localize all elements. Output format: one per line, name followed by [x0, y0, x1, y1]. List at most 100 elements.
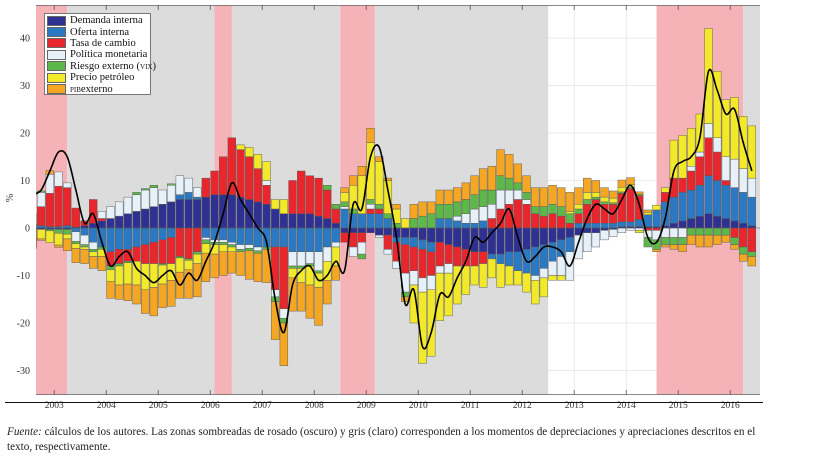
bar-segment-pib-externo [565, 192, 575, 212]
bar-segment-riesgo-externo-vix [695, 227, 705, 236]
bar-segment-oferta-interna [115, 227, 124, 250]
bar-segment-oferta-interna [401, 237, 410, 245]
bar-segment-pib-externo [314, 287, 323, 326]
bar-segment-demanda-interna [539, 227, 549, 245]
x-tick-label: 2005 [149, 401, 168, 411]
bar-segment-demanda-interna [704, 213, 713, 229]
bar-segment-precio-petr-leo [513, 270, 523, 286]
bar-segment-pol-tica-monetaria [721, 156, 731, 181]
bar-segment-riesgo-externo-vix [132, 192, 141, 195]
bar-segment-pib-externo [427, 201, 436, 214]
bar-segment-precio-petr-leo [227, 246, 237, 252]
bar-segment-tasa-de-cambio [297, 170, 306, 214]
bar-segment-riesgo-externo-vix [539, 206, 549, 217]
bar-segment-tasa-de-cambio [435, 242, 445, 267]
bar-segment-demanda-interna [739, 223, 748, 229]
bar-segment-riesgo-externo-vix [167, 183, 176, 186]
bar-segment-pib-externo [600, 187, 609, 198]
bar-segment-oferta-interna [305, 227, 315, 252]
bar-segment-riesgo-externo-vix [730, 237, 739, 245]
bar-segment-demanda-interna [227, 194, 237, 229]
bar-segment-pib-externo [210, 253, 219, 279]
bar-segment-demanda-interna [123, 213, 133, 229]
bar-segment-demanda-interna [418, 227, 427, 241]
bar-segment-oferta-interna [375, 213, 384, 229]
bar-segment-pol-tica-monetaria [496, 189, 505, 210]
bar-segment-pib-externo [366, 128, 375, 143]
bar-segment-riesgo-externo-vix [548, 204, 557, 214]
bar-segment-demanda-interna [132, 211, 141, 229]
bar-segment-pib-externo [661, 244, 670, 248]
bar-segment-tasa-de-cambio [349, 232, 358, 248]
bar-segment-pib-externo [184, 269, 193, 299]
bar-segment-tasa-de-cambio [193, 227, 202, 252]
bar-segment-riesgo-externo-vix [349, 208, 358, 214]
bar-segment-tasa-de-cambio [730, 227, 739, 238]
bar-segment-pol-tica-monetaria [375, 234, 384, 238]
bar-segment-precio-petr-leo [245, 147, 254, 157]
bar-segment-riesgo-externo-vix [461, 199, 471, 214]
bar-segment-precio-petr-leo [149, 263, 159, 288]
bar-segment-pol-tica-monetaria [739, 168, 748, 193]
legend-item-politica-monetaria: Política monetaria [47, 49, 150, 60]
bar-segment-pib-externo [227, 251, 237, 274]
bar-segment-demanda-interna [201, 196, 211, 229]
bar-segment-pib-externo [704, 234, 713, 248]
bar-segment-pol-tica-monetaria [115, 201, 124, 217]
bar-segment-precio-petr-leo [71, 243, 81, 249]
bar-segment-precio-petr-leo [617, 186, 627, 193]
bar-segment-pol-tica-monetaria [184, 177, 193, 193]
bar-segment-precio-petr-leo [193, 253, 202, 264]
bar-segment-oferta-interna [63, 225, 72, 229]
legend-item-oferta-interna: Oferta interna [47, 26, 150, 38]
bar-segment-oferta-interna [123, 227, 133, 250]
bar-segment-pib-externo [539, 187, 549, 207]
bar-segment-oferta-interna [591, 223, 601, 229]
bar-segment-oferta-interna [184, 192, 193, 200]
bar-segment-precio-petr-leo [401, 218, 410, 229]
bar-segment-oferta-interna [513, 251, 523, 271]
bar-segment-pib-externo [461, 182, 471, 200]
bar-segment-pol-tica-monetaria [80, 234, 89, 245]
bar-segment-pib-externo [149, 287, 159, 317]
bar-segment-demanda-interna [314, 215, 323, 229]
bar-segment-riesgo-externo-vix [63, 229, 72, 235]
bar-segment-pib-externo [37, 238, 46, 241]
bar-segment-pol-tica-monetaria [236, 244, 245, 250]
bar-segment-pol-tica-monetaria [366, 204, 375, 210]
bar-segment-demanda-interna [323, 218, 332, 229]
bar-segment-tasa-de-cambio [210, 170, 219, 195]
bar-segment-pol-tica-monetaria [747, 177, 757, 198]
bar-segment-pol-tica-monetaria [453, 215, 462, 222]
bar-segment-precio-petr-leo [435, 272, 445, 321]
bar-segment-oferta-interna [132, 227, 141, 248]
bar-segment-tasa-de-cambio [539, 215, 549, 229]
bar-segment-tasa-de-cambio [531, 213, 540, 229]
bar-segment-pib-externo [418, 201, 427, 217]
bar-segment-precio-petr-leo [123, 262, 133, 285]
legend-label: Oferta interna [70, 26, 130, 38]
bar-segment-pol-tica-monetaria [435, 265, 445, 274]
y-axis: 40 30 20 10 0 -10 -20 -30 [17, 34, 30, 378]
bar-segment-precio-petr-leo [201, 243, 211, 254]
bar-segment-pib-externo [323, 280, 332, 305]
bar-segment-oferta-interna [721, 185, 731, 219]
bar-segment-precio-petr-leo [522, 272, 531, 293]
bar-segment-riesgo-externo-vix [375, 204, 384, 210]
bar-segment-pib-externo [435, 189, 445, 205]
bar-segment-oferta-interna [557, 239, 566, 257]
bar-segment-pib-externo [591, 180, 601, 193]
bar-segment-pol-tica-monetaria [297, 251, 306, 267]
bar-segment-pol-tica-monetaria [349, 246, 358, 257]
bar-segment-oferta-interna [89, 227, 98, 243]
bar-segment-demanda-interna [591, 227, 601, 233]
bar-segment-riesgo-externo-vix [565, 213, 575, 224]
bar-segment-demanda-interna [522, 227, 531, 250]
legend-label: Tasa de cambio [70, 37, 136, 49]
bar-segment-pib-externo [609, 190, 618, 199]
bar-segment-pib-externo [522, 175, 531, 193]
bar-segment-pib-externo [340, 187, 349, 193]
bar-segment-tasa-de-cambio [678, 177, 687, 193]
bar-segment-tasa-de-cambio [487, 218, 497, 229]
bar-segment-tasa-de-cambio [305, 175, 315, 214]
